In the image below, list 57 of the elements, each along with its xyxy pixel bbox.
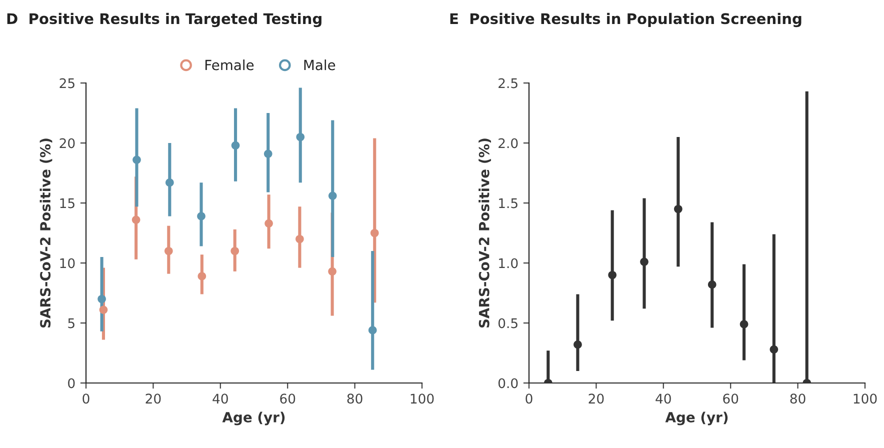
- chart-title: E Positive Results in Population Screening: [450, 12, 802, 28]
- x-tick-label: 60: [723, 394, 738, 404]
- x-tick-label: 40: [656, 394, 671, 404]
- y-axis-title: SARS-CoV-2 Positive (%): [478, 138, 491, 328]
- point: [708, 280, 716, 289]
- point: [740, 320, 748, 328]
- point: [368, 326, 377, 334]
- x-tick-label: 0: [526, 394, 532, 404]
- point: [165, 178, 174, 187]
- y-tick-label: 2.0: [498, 138, 518, 148]
- y-tick-label: 0.5: [498, 318, 518, 328]
- point: [608, 270, 616, 280]
- point: [132, 216, 140, 224]
- point: [370, 228, 379, 238]
- point: [197, 212, 206, 220]
- point: [231, 141, 240, 150]
- x-tick-label: 40: [212, 394, 228, 404]
- x-axis-title: Age (yr): [665, 412, 728, 426]
- x-tick-label: 100: [854, 394, 877, 404]
- y-tick-label: 15: [60, 198, 74, 208]
- x-tick-label: 20: [588, 394, 604, 404]
- point: [640, 258, 648, 266]
- point: [674, 204, 682, 214]
- point: [574, 340, 582, 349]
- x-tick-label: 60: [280, 394, 296, 404]
- y-tick-label: 5: [68, 318, 74, 328]
- chart-title: D Positive Results in Targeted Testing: [7, 12, 322, 28]
- y-tick-label: 10: [60, 258, 75, 268]
- point: [264, 219, 273, 228]
- y-tick-label: 20: [60, 138, 75, 148]
- point: [132, 156, 141, 164]
- y-tick-label: 0.0: [498, 378, 518, 388]
- x-tick-label: 0: [82, 394, 90, 404]
- y-tick-label: 25: [60, 78, 74, 88]
- x-axis-title: Age (yr): [222, 412, 285, 426]
- point: [99, 306, 108, 314]
- point: [328, 267, 336, 276]
- y-axis-title: SARS-CoV-2 Positive (%): [40, 138, 52, 328]
- point: [230, 246, 240, 256]
- x-tick-label: 80: [347, 394, 362, 404]
- point: [296, 234, 304, 244]
- point: [328, 192, 337, 200]
- y-tick-label: 1.5: [499, 198, 518, 208]
- point: [98, 294, 106, 304]
- y-tick-label: 1.0: [499, 258, 518, 268]
- x-tick-label: 20: [146, 394, 161, 404]
- point: [198, 272, 206, 280]
- y-tick-label: 0: [68, 378, 75, 388]
- x-tick-label: 80: [790, 394, 806, 404]
- point: [770, 345, 778, 354]
- x-tick-label: 100: [410, 394, 434, 404]
- point: [296, 132, 305, 142]
- y-tick-label: 2.5: [498, 78, 518, 88]
- point: [264, 150, 272, 158]
- legend-label: Female: [205, 60, 254, 70]
- legend-label: Male: [304, 60, 336, 70]
- point: [164, 246, 173, 256]
